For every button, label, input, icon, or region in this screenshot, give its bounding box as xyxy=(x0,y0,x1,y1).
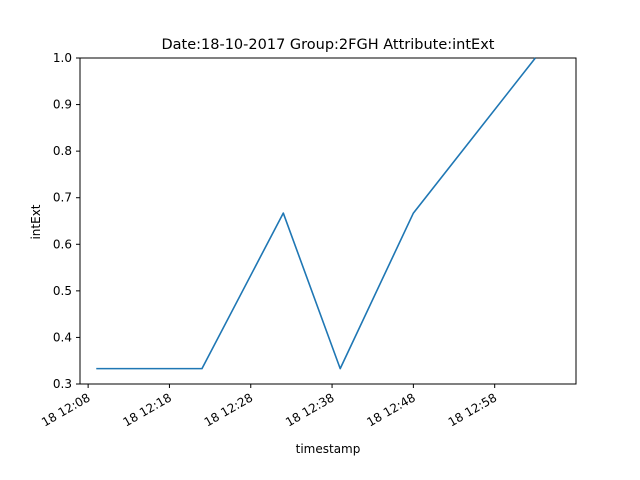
plot-area xyxy=(79,57,577,385)
y-axis: 0.3 0.4 0.5 0.6 0.7 0.8 0.9 1.0 xyxy=(53,51,80,391)
y-tick-label: 0.3 xyxy=(53,377,72,391)
y-tick-label: 0.8 xyxy=(53,144,72,158)
y-tick-label: 0.5 xyxy=(53,284,72,298)
x-axis-label: timestamp xyxy=(296,442,361,456)
y-tick-label: 0.4 xyxy=(53,330,72,344)
axes-frame xyxy=(79,57,577,385)
y-tick-label: 0.7 xyxy=(53,191,72,205)
y-tick-label: 0.9 xyxy=(53,98,72,112)
y-axis-label: intExt xyxy=(29,204,43,239)
y-tick-label: 1.0 xyxy=(53,51,72,65)
series-line xyxy=(96,57,536,370)
series-lines xyxy=(96,57,536,370)
y-tick-label: 0.6 xyxy=(53,237,72,251)
chart-title: Date:18-10-2017 Group:2FGH Attribute:int… xyxy=(161,37,494,53)
